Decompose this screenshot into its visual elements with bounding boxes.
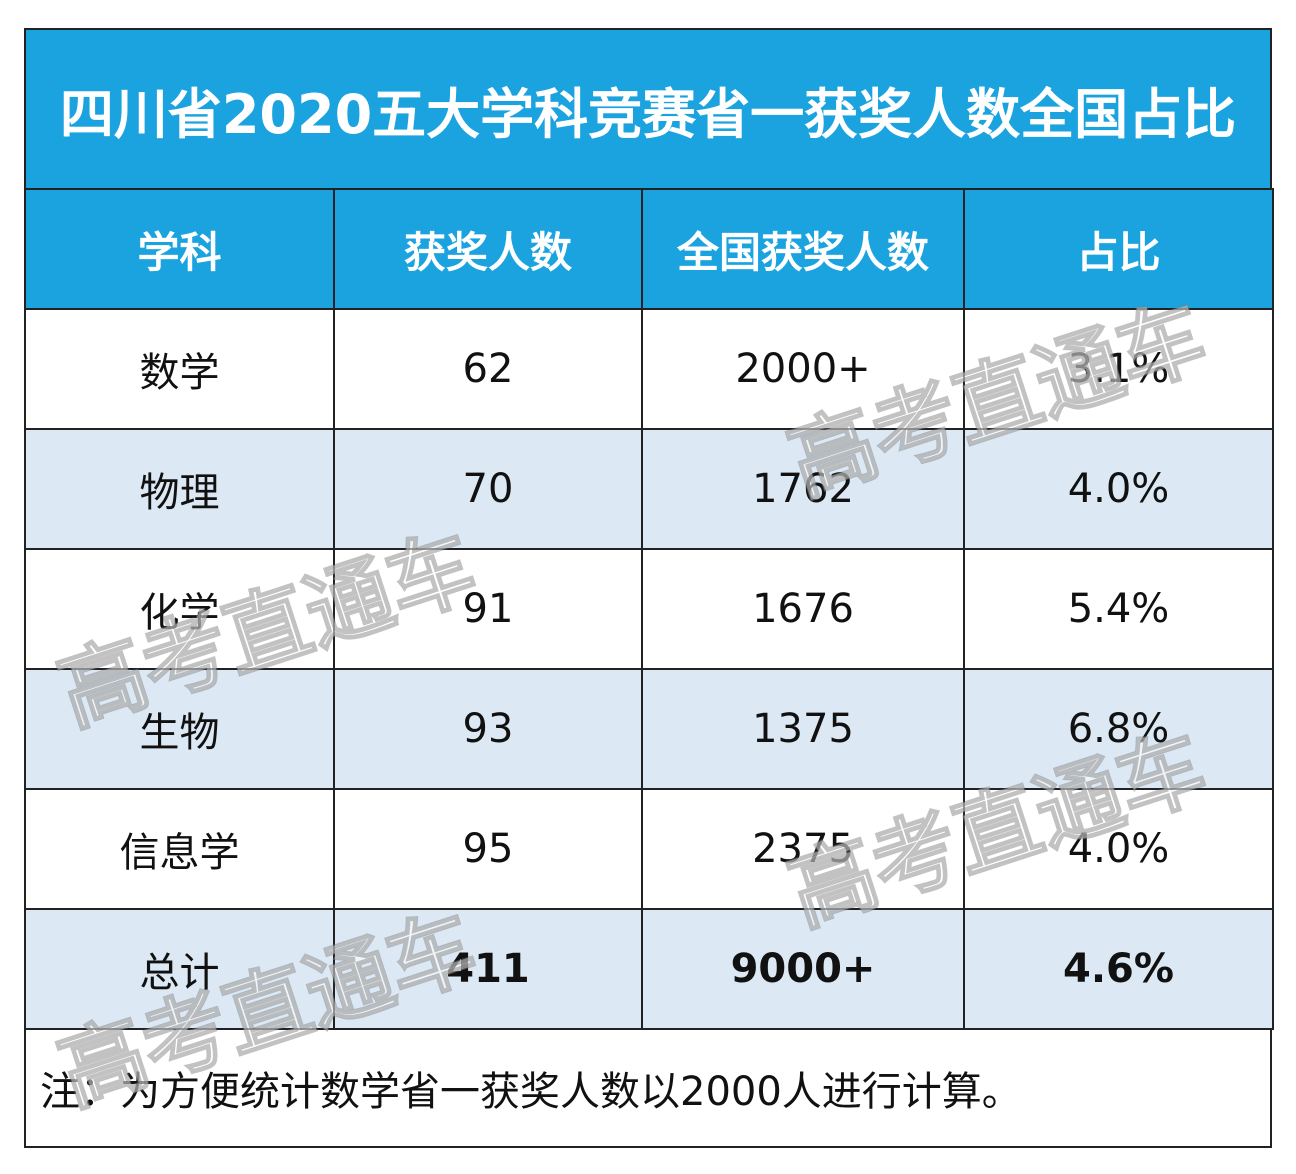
table-cell: 3.1% [963,308,1274,430]
column-header: 全国获奖人数 [641,188,965,310]
table-cell: 生物 [24,668,335,790]
table-cell: 2375 [641,788,965,910]
table-cell: 5.4% [963,548,1274,670]
table-cell: 化学 [24,548,335,670]
table-cell: 91 [333,548,643,670]
table-cell: 4.6% [963,908,1274,1030]
table-cell: 1676 [641,548,965,670]
table-cell: 4.0% [963,788,1274,910]
table-cell: 1762 [641,428,965,550]
column-header: 获奖人数 [333,188,643,310]
table-cell: 4.0% [963,428,1274,550]
table-cell: 数学 [24,308,335,430]
table-cell: 95 [333,788,643,910]
table-cell: 411 [333,908,643,1030]
table-cell: 70 [333,428,643,550]
table-cell: 1375 [641,668,965,790]
table-cell: 2000+ [641,308,965,430]
table-cell: 6.8% [963,668,1274,790]
table-cell: 62 [333,308,643,430]
table-cell: 9000+ [641,908,965,1030]
column-header: 学科 [24,188,335,310]
table-cell: 信息学 [24,788,335,910]
title: 四川省2020五大学科竞赛省一获奖人数全国占比 [24,28,1272,190]
note: 注：为方便统计数学省一获奖人数以2000人进行计算。 [24,1028,1272,1148]
column-header: 占比 [963,188,1274,310]
table-cell: 93 [333,668,643,790]
table-cell: 总计 [24,908,335,1030]
table-cell: 物理 [24,428,335,550]
